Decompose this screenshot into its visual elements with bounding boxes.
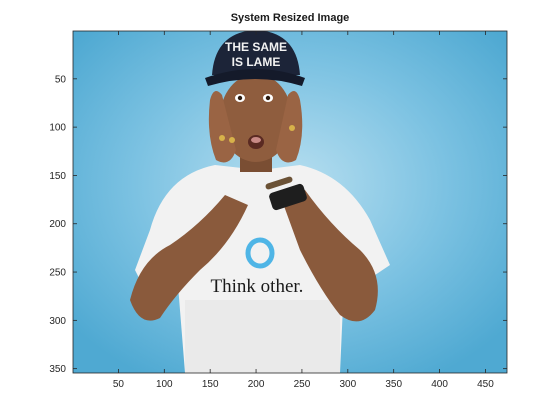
shirt-text: Think other.: [211, 276, 304, 297]
x-tick-label: 50: [113, 379, 125, 390]
x-tick-label: 200: [248, 379, 265, 390]
y-tick-label: 100: [49, 123, 66, 134]
shirt-logo: [245, 237, 275, 269]
watch: [269, 183, 307, 211]
x-tick-label: 450: [477, 379, 494, 390]
displayed-image: THE SAME IS LAME Think other.: [73, 31, 507, 373]
y-tick-label: 350: [49, 364, 66, 375]
y-tick-label: 150: [49, 171, 66, 182]
x-tick-label: 400: [431, 379, 448, 390]
x-tick-label: 150: [202, 379, 219, 390]
x-tick-label: 300: [339, 379, 356, 390]
axes-box: [72, 30, 508, 374]
x-tick-label: 350: [385, 379, 402, 390]
right-arm: [280, 190, 378, 322]
y-tick-label: 250: [49, 268, 66, 279]
y-tick-label: 200: [49, 219, 66, 230]
x-tick-label: 250: [294, 379, 311, 390]
left-hand: [208, 91, 236, 163]
x-tick-label: 100: [156, 379, 173, 390]
cap: [212, 31, 300, 75]
right-hand: [276, 91, 303, 163]
x-axis-ticks: 50 100 150 200 250 300 350 400 450: [113, 31, 494, 390]
person-figure: THE SAME IS LAME Think other.: [130, 31, 390, 373]
cap-text-line1: THE SAME: [225, 40, 287, 54]
y-axis-ticks: 50 100 150 200 250 300 350: [49, 74, 507, 375]
y-tick-label: 50: [55, 74, 67, 85]
plot-title: System Resized Image: [230, 12, 350, 24]
y-tick-label: 300: [49, 316, 66, 327]
left-arm: [130, 195, 248, 321]
cap-text-line2: IS LAME: [232, 55, 281, 69]
